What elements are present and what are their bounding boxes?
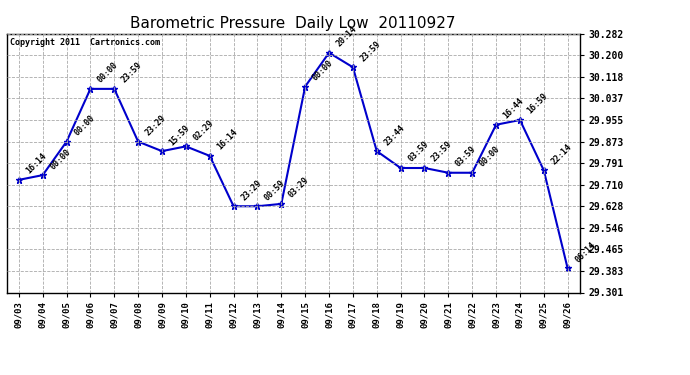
Text: 00:00: 00:00 xyxy=(48,147,72,171)
Text: 00:00: 00:00 xyxy=(477,144,502,169)
Text: 16:44: 16:44 xyxy=(502,96,526,121)
Text: 02:29: 02:29 xyxy=(191,118,215,142)
Text: Copyright 2011  Cartronics.com: Copyright 2011 Cartronics.com xyxy=(10,38,160,46)
Text: 06:14: 06:14 xyxy=(573,240,598,264)
Text: 23:44: 23:44 xyxy=(382,123,406,147)
Text: 03:59: 03:59 xyxy=(454,144,478,169)
Text: 03:29: 03:29 xyxy=(287,176,311,200)
Text: 00:00: 00:00 xyxy=(72,113,96,138)
Text: 00:00: 00:00 xyxy=(96,61,120,85)
Text: 16:14: 16:14 xyxy=(215,128,239,152)
Text: 23:29: 23:29 xyxy=(239,178,263,202)
Text: 23:29: 23:29 xyxy=(144,113,168,138)
Text: 16:59: 16:59 xyxy=(526,92,549,116)
Title: Barometric Pressure  Daily Low  20110927: Barometric Pressure Daily Low 20110927 xyxy=(130,16,456,31)
Text: 23:59: 23:59 xyxy=(359,39,382,63)
Text: 00:59: 00:59 xyxy=(263,178,287,202)
Text: 23:59: 23:59 xyxy=(430,140,454,164)
Text: 03:59: 03:59 xyxy=(406,140,431,164)
Text: 15:59: 15:59 xyxy=(168,123,192,147)
Text: 22:14: 22:14 xyxy=(549,142,573,166)
Text: 16:14: 16:14 xyxy=(24,152,48,176)
Text: 23:59: 23:59 xyxy=(120,61,144,85)
Text: 20:14: 20:14 xyxy=(335,24,359,49)
Text: 00:00: 00:00 xyxy=(310,58,335,82)
